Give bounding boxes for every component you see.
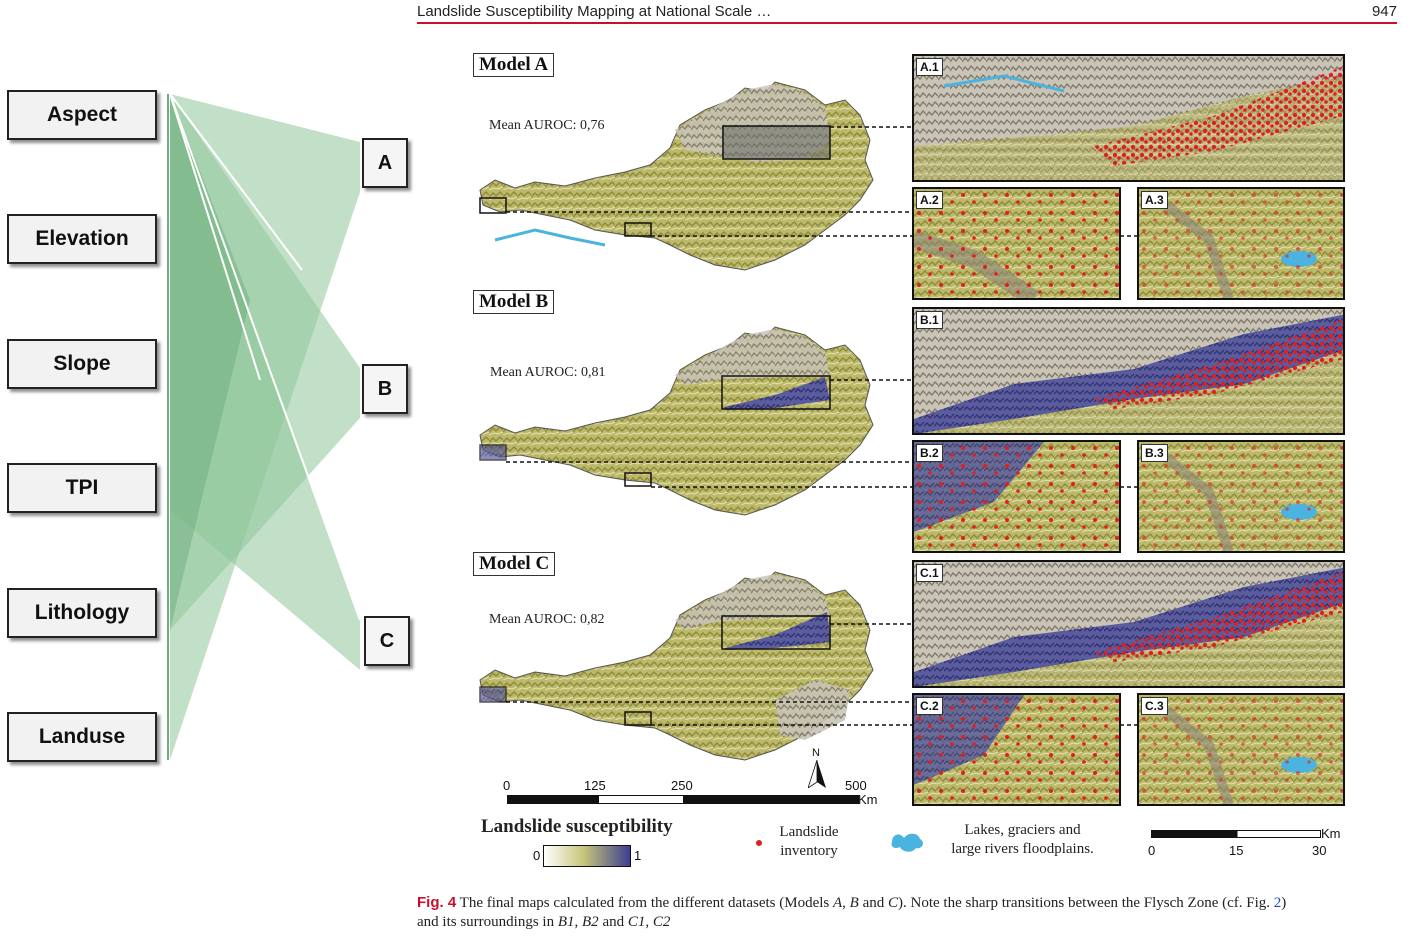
panel-c1-map [914,562,1343,686]
auroc-c: Mean AUROC: 0,82 [489,612,605,627]
north-label: N [812,747,820,759]
model-label-c: Model C [473,552,556,576]
austria-map-b [479,315,885,525]
model-box-c: C [364,616,410,666]
scale-bar-main [507,795,859,804]
caption-model-c: C [888,895,899,911]
model-label-a: Model A [473,53,555,77]
caption-sep: and [858,895,889,911]
page-number: 947 [1371,3,1397,20]
panel-b3: B.3 [1137,440,1345,553]
scale-unit-small: Km [1321,826,1341,841]
factor-tpi: TPI [7,463,157,513]
legend-max: 1 [634,848,642,863]
panel-a2: A.2 [912,187,1121,300]
factor-slope: Slope [7,339,157,389]
caption-b1: B1 [557,914,575,930]
header-title: Landslide Susceptibility Mapping at Nati… [417,3,772,20]
scale-tick-125: 125 [584,778,606,793]
panel-label-a2: A.2 [916,191,943,209]
panel-label-b2: B.2 [916,444,943,462]
legend-inventory: Landslide inventory [779,824,839,859]
panel-c3: C.3 [1137,693,1345,806]
legend-title: Landslide susceptibility [481,816,673,837]
panel-a1-map [914,56,1343,180]
scale-bar-small [1151,830,1321,838]
factor-lithology: Lithology [7,588,157,638]
caption-sep: , [574,914,583,930]
legend-lakes-line2: large rivers floodplains. [951,841,1094,857]
connector-fans [167,93,361,760]
susceptibility-gradient [543,845,631,867]
panel-c1: C.1 [912,560,1345,688]
legend-min: 0 [533,848,541,863]
auroc-b: Mean AUROC: 0,81 [490,365,606,380]
panel-b1: B.1 [912,307,1345,435]
factor-elevation: Elevation [7,214,157,264]
model-box-a: A [362,138,408,188]
panel-c2-map [914,695,1119,804]
legend-lakes: Lakes, graciers and large rivers floodpl… [935,821,1110,859]
panel-a3: A.3 [1137,187,1345,300]
legend-lakes-line1: Lakes, graciers and [964,822,1081,838]
panel-label-a1: A.1 [916,58,943,76]
caption-b2: B2 [582,914,599,930]
factor-landuse: Landuse [7,712,157,762]
panel-label-c2: C.2 [916,697,943,715]
caption-c2: C2 [652,914,671,930]
water-blob-icon [891,833,923,852]
caption-sep: , [645,914,653,930]
panel-c2: C.2 [912,693,1121,806]
caption-sep: and [598,914,628,930]
scale-tick-500: 500 [845,778,867,793]
scale-tick-250: 250 [671,778,693,793]
model-label-b: Model B [473,290,555,314]
figure-caption: Fig. 4 The final maps calculated from th… [417,893,1407,932]
scale-tick-0: 0 [503,778,511,793]
north-arrow-icon [808,760,826,788]
model-box-b: B [362,364,408,414]
caption-model-a: A [833,895,843,911]
auroc-a: Mean AUROC: 0,76 [489,118,605,133]
panel-label-c3: C.3 [1141,697,1168,715]
panel-a3-map [1139,189,1343,298]
scale-small-tick-30: 30 [1312,843,1327,858]
panel-b3-map [1139,442,1343,551]
caption-text: ) [1281,895,1287,911]
scale-small-tick-0: 0 [1148,843,1156,858]
caption-c1: C1 [627,914,646,930]
panel-label-c1: C.1 [916,564,943,582]
inventory-dot-icon [756,840,762,846]
austria-map-a [479,70,885,280]
panel-b2: B.2 [912,440,1121,553]
caption-fig-label: Fig. 4 [417,894,457,911]
panel-b2-map [914,442,1119,551]
panel-a1: A.1 [912,54,1345,182]
panel-label-b3: B.3 [1141,444,1168,462]
panel-a2-map [914,189,1119,298]
caption-text: The final maps calculated from the diffe… [456,895,833,911]
panel-b1-map [914,309,1343,433]
page-header: Landslide Susceptibility Mapping at Nati… [417,0,1397,24]
panel-label-a3: A.3 [1141,191,1168,209]
fan-to-C [170,94,360,670]
factor-aspect: Aspect [7,90,157,140]
caption-sep: , [842,895,850,911]
caption-fig-link[interactable]: 2 [1273,895,1282,911]
caption-model-b: B [849,895,859,911]
caption-text: and its surroundings in [417,914,558,930]
scale-unit-main: Km [858,792,878,807]
panel-c3-map [1139,695,1343,804]
caption-text: ). Note the sharp transitions between th… [898,895,1274,911]
panel-label-b1: B.1 [916,311,943,329]
scale-small-tick-15: 15 [1229,843,1244,858]
